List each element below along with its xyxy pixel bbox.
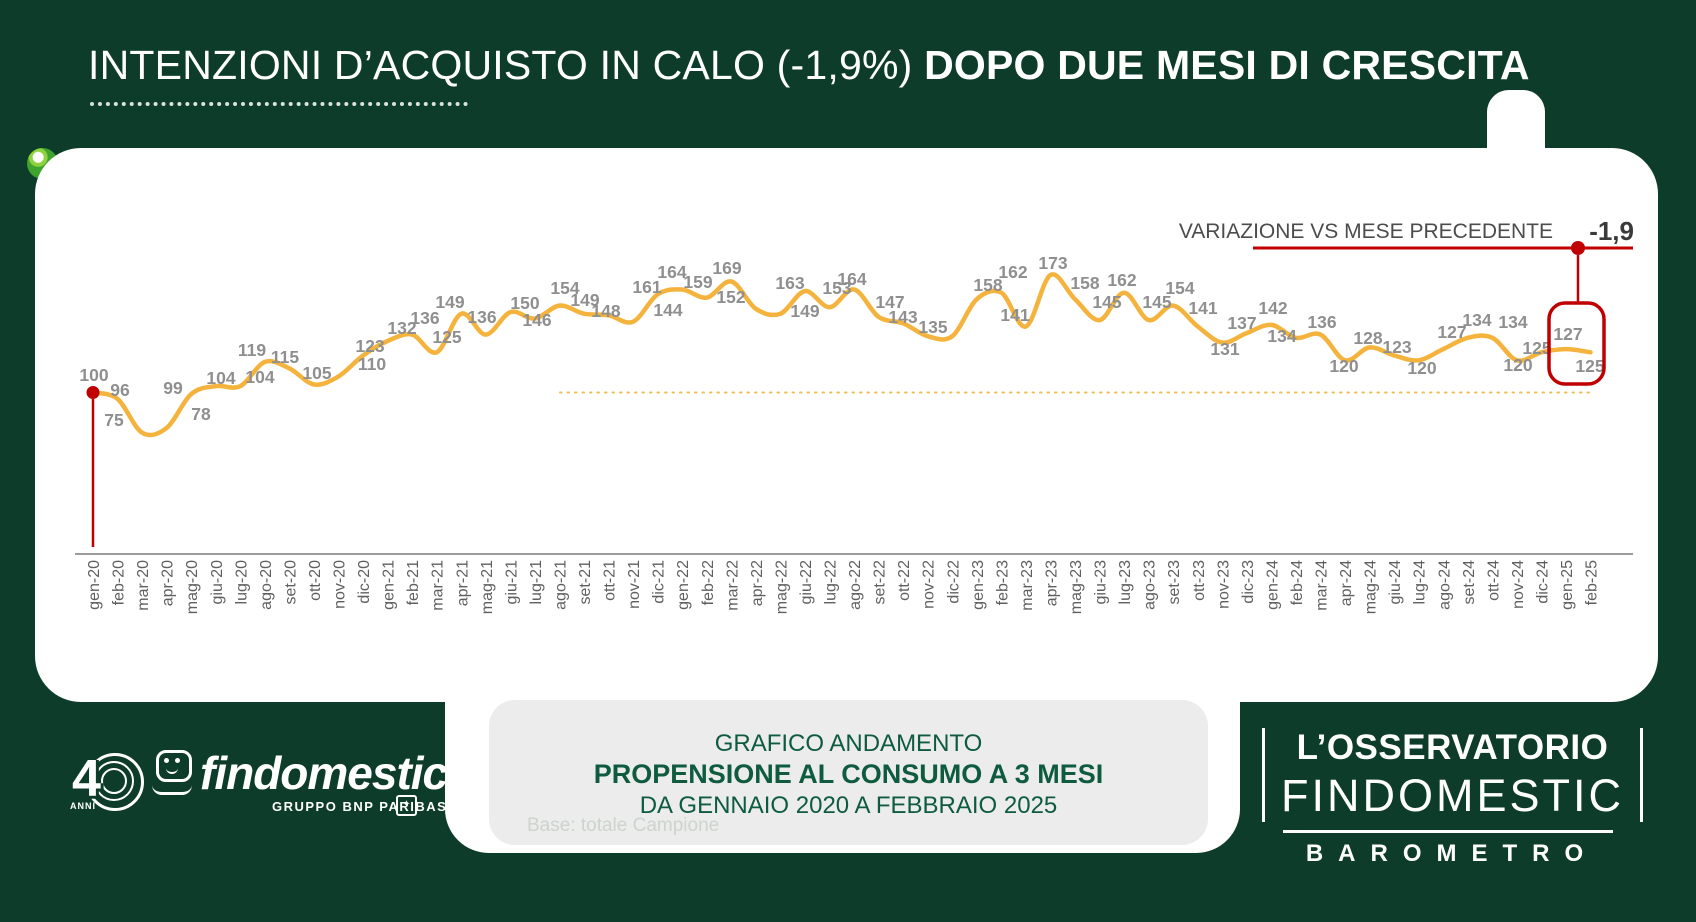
page-title: INTENZIONI D’ACQUISTO IN CALO (-1,9%) DO… (88, 42, 1588, 89)
forty-ring-icon (86, 753, 144, 811)
barometro-line: BAROMETRO (1305, 839, 1599, 867)
caption-line-3: DA GENNAIO 2020 A FEBBRAIO 2025 (639, 792, 1058, 819)
forty-anni-logo: 4 ANNI (70, 750, 144, 813)
chart-card-top-step (1487, 90, 1545, 180)
findomestic-caps-line: FINDOMESTIC (1281, 770, 1624, 821)
bnp-paribas-icon: ✦ (396, 795, 417, 816)
forty-number: 4 (72, 750, 101, 808)
title-dotted-underline (90, 96, 468, 106)
page-title-bold: DOPO DUE MESI DI CRESCITA (924, 42, 1530, 88)
page-title-regular: INTENZIONI D’ACQUISTO IN CALO (-1,9%) (88, 42, 925, 88)
gruppo-bnp-paribas-label: GRUPPO BNP PARIBAS (272, 799, 448, 814)
caption-line-2: PROPENSIONE AL CONSUMO A 3 MESI (593, 759, 1104, 789)
findomestic-logo: findomestic (200, 747, 448, 799)
caption-line-1: GRAFICO ANDAMENTO (714, 730, 983, 757)
caption-box: GRAFICO ANDAMENTO PROPENSIONE AL CONSUMO… (489, 700, 1208, 845)
footnote: Base: totale Campione (527, 815, 720, 836)
osservatorio-findomestic-logo: L’OSSERVATORIO FINDOMESTIC BAROMETRO (1262, 728, 1643, 868)
osservatorio-line: L’OSSERVATORIO (1296, 728, 1609, 767)
anni-label: ANNI (70, 801, 96, 811)
logo-divider (1283, 830, 1613, 833)
findomestic-robot-icon (152, 748, 198, 802)
